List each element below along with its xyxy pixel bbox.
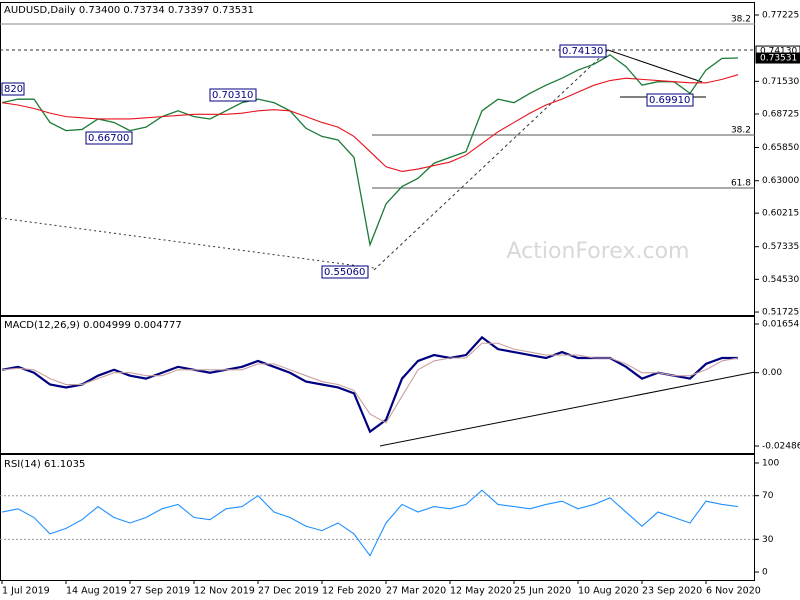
fib-label: 38.2 <box>731 126 751 136</box>
annotation: 0.74130 <box>562 46 603 57</box>
x-tick-label: 23 Sep 2020 <box>642 586 702 597</box>
y-tick-label: 0.51725 <box>762 308 799 318</box>
price-panel <box>0 2 755 316</box>
x-tick-label: 27 Sep 2019 <box>130 586 190 597</box>
x-tick-label: 25 Jun 2020 <box>514 586 571 597</box>
y-tick-label: 0.65850 <box>762 143 799 153</box>
y-tick-label: 0.63000 <box>762 176 799 186</box>
x-tick-label: 6 Nov 2020 <box>706 586 761 597</box>
annotation: 0.66700 <box>88 133 129 144</box>
annotation: 0.69910 <box>649 95 690 106</box>
y-tick-label: 100 <box>762 458 779 468</box>
rsi-panel <box>0 454 755 581</box>
series-line <box>1 342 739 424</box>
y-tick-label: 0 <box>762 568 768 578</box>
annotation-box <box>321 265 369 279</box>
annotation: 0.55060 <box>324 267 365 278</box>
annotation-box <box>1 82 25 96</box>
x-tick-label: 1 Jul 2019 <box>2 586 50 597</box>
y-tick-label: -0.02486 <box>762 441 800 451</box>
y-tick-label: 70 <box>762 491 774 501</box>
macd-trend-line <box>379 371 756 447</box>
series-line <box>1 335 738 434</box>
annotation-box <box>209 88 257 102</box>
x-tick-label: 12 Feb 2020 <box>322 586 381 597</box>
macd-panel <box>0 316 755 454</box>
fib-label: 38.2 <box>731 15 751 25</box>
y-tick-label: 0.71530 <box>762 77 799 87</box>
y-tick-label: 0.01654 <box>762 319 799 329</box>
x-tick-label: 10 Aug 2020 <box>578 586 639 597</box>
price-tag <box>755 52 800 64</box>
y-tick-label: 0.57335 <box>762 242 799 252</box>
annotation: 820 <box>4 84 23 95</box>
x-tick-label: 27 Dec 2019 <box>258 586 319 597</box>
y-tick-label: 0.68725 <box>762 110 799 120</box>
series-line <box>1 54 739 248</box>
x-tick-label: 12 Nov 2019 <box>194 586 255 597</box>
annotation-box <box>85 131 133 145</box>
series-line <box>1 74 739 172</box>
annotation: 0.70310 <box>212 90 253 101</box>
x-tick-label: 14 Aug 2019 <box>66 586 127 597</box>
trend-line <box>607 49 703 83</box>
price-tag-label: 0.73531 <box>760 54 797 64</box>
x-tick-label: 12 May 2020 <box>450 586 512 597</box>
y-tick-label: 0.60215 <box>762 209 799 219</box>
y-tick-label: 0.54530 <box>762 275 799 285</box>
y-tick-label: 0.00 <box>762 368 782 378</box>
watermark: ActionForex.com <box>507 239 690 264</box>
price-tag-label: 0.74130 <box>760 47 797 57</box>
y-tick-label: 30 <box>762 535 774 545</box>
chart-title: AUDUSD,Daily 0.73400 0.73734 0.73397 0.7… <box>4 5 254 16</box>
x-tick-label: 27 Mar 2020 <box>386 586 446 597</box>
annotation-box <box>559 44 607 58</box>
y-tick-label: 0.77225 <box>762 11 799 21</box>
fib-label: 61.8 <box>731 179 751 189</box>
series-line <box>1 489 739 557</box>
rsi-title: RSI(14) 61.1035 <box>4 459 85 470</box>
macd-title: MACD(12,26,9) 0.004999 0.004777 <box>4 320 182 331</box>
annotation-box <box>646 93 694 107</box>
